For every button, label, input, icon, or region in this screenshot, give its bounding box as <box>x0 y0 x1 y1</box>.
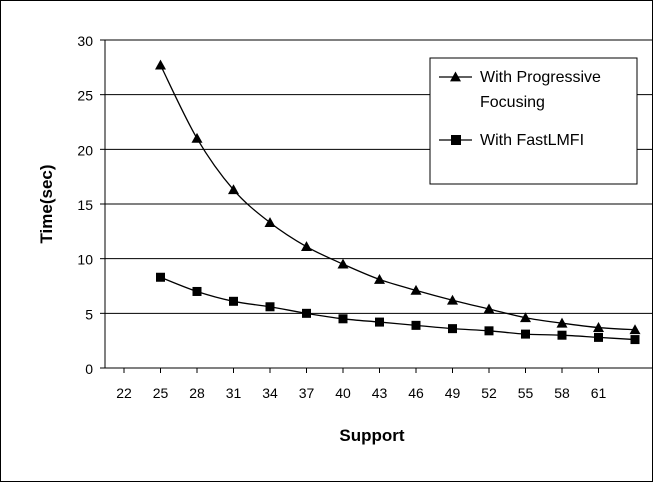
data-point-square <box>229 296 238 306</box>
x-tick-label: 28 <box>189 385 205 401</box>
x-tick-label: 58 <box>554 385 570 401</box>
y-tick-label: 15 <box>77 197 93 213</box>
data-point-square <box>411 320 421 330</box>
data-point-triangle <box>337 258 349 269</box>
legend: With Progressive Focusing With FastLMFI <box>429 57 638 185</box>
data-point-triangle <box>410 284 422 295</box>
x-tick-label: 25 <box>153 385 169 401</box>
y-tick-label: 20 <box>77 142 93 158</box>
data-point-square <box>375 317 384 327</box>
y-axis-title: Time(sec) <box>37 164 56 243</box>
data-point-triangle <box>228 184 239 195</box>
data-point-triangle <box>556 317 568 328</box>
x-tick-label: 49 <box>445 385 461 401</box>
x-axis-title: Support <box>339 426 404 445</box>
data-point-triangle <box>264 217 276 227</box>
data-point-triangle <box>191 132 203 143</box>
y-tick-label: 25 <box>77 88 93 104</box>
gridlines <box>105 39 653 314</box>
x-tick-label: 34 <box>262 385 278 401</box>
y-tick-label: 10 <box>77 252 93 268</box>
data-point-square <box>594 332 603 342</box>
data-point-triangle <box>301 241 312 252</box>
data-point-square <box>448 324 457 334</box>
series-line-fastlmfi <box>160 276 636 341</box>
x-axis-ticks: 22 25 28 31 34 37 40 43 46 49 52 55 58 61 <box>116 368 606 401</box>
y-axis-ticks: 0 5 10 15 20 25 30 <box>77 33 105 377</box>
y-tick-label: 0 <box>85 361 93 377</box>
data-point-triangle <box>374 273 385 284</box>
data-point-triangle <box>483 303 495 314</box>
data-point-square <box>630 335 640 345</box>
series-layer <box>155 59 641 345</box>
x-tick-label: 52 <box>481 385 497 401</box>
data-point-square <box>156 272 165 282</box>
data-point-triangle <box>447 294 458 305</box>
data-point-triangle <box>155 59 166 70</box>
data-point-square <box>557 330 567 340</box>
data-point-square <box>192 286 202 296</box>
x-tick-label: 55 <box>518 385 534 401</box>
legend-box <box>429 57 638 185</box>
data-point-square <box>302 308 311 318</box>
data-point-square <box>484 326 494 336</box>
legend-triangle-marker <box>450 71 461 82</box>
data-point-triangle <box>593 322 604 332</box>
data-point-square <box>338 314 348 324</box>
x-tick-label: 22 <box>116 385 132 401</box>
data-point-triangle <box>629 324 641 335</box>
x-tick-label: 40 <box>335 385 351 401</box>
data-point-square <box>521 329 530 339</box>
legend-label-progressive-line2: Focusing <box>480 94 545 111</box>
x-tick-label: 37 <box>299 385 315 401</box>
x-tick-label: 31 <box>226 385 242 401</box>
y-tick-label: 30 <box>77 33 93 49</box>
legend-label-progressive: With Progressive <box>480 69 601 86</box>
x-tick-label: 61 <box>591 385 607 401</box>
legend-label-fastlmfi: With FastLMFI <box>480 132 584 149</box>
x-tick-label: 43 <box>372 385 388 401</box>
y-tick-label: 5 <box>85 306 93 322</box>
data-point-square <box>265 302 275 312</box>
x-tick-label: 46 <box>408 385 424 401</box>
legend-square-marker <box>451 135 461 145</box>
data-point-triangle <box>520 312 531 323</box>
